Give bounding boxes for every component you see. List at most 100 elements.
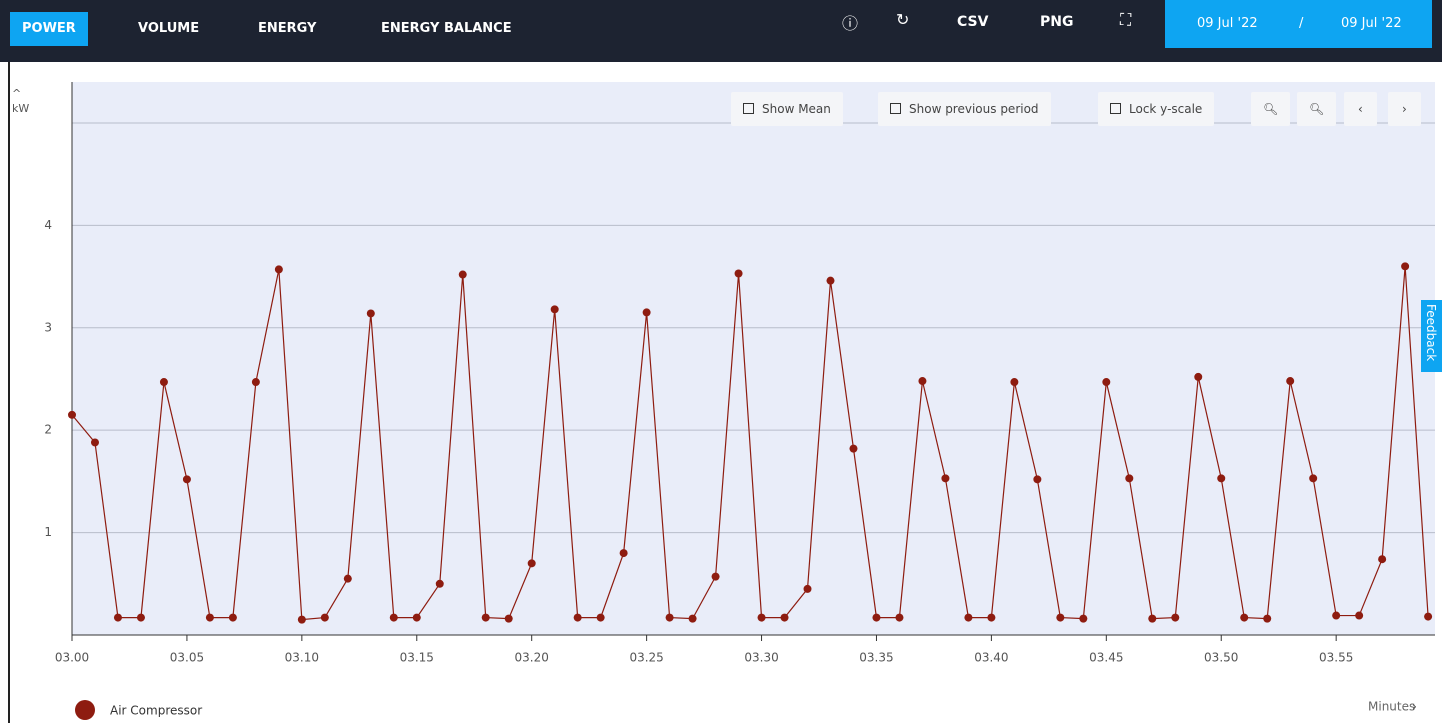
frame-border [8, 62, 10, 723]
data-point [1102, 378, 1111, 387]
date-start[interactable]: 09 Jul '22 [1197, 16, 1258, 31]
fullscreen-icon[interactable]: ⛶ [1120, 10, 1132, 29]
data-point [504, 614, 513, 623]
data-point [251, 378, 260, 387]
x-tick-label: 03.25 [629, 651, 663, 665]
toggle-label: Lock y-scale [1129, 102, 1203, 116]
data-point [734, 269, 743, 278]
png-button[interactable]: PNG [1040, 14, 1074, 30]
lock-scale-toggle[interactable]: Lock y-scale [1098, 92, 1215, 126]
data-point [780, 613, 789, 622]
feedback-label: Feedback [1424, 304, 1438, 362]
data-point [1033, 475, 1042, 484]
data-point [1424, 612, 1433, 621]
chart: 1 2 3 4 kW ^ 03.00 03.05 03.10 03.15 03.20 03.25 03.… [12, 82, 1435, 720]
data-point [849, 444, 858, 453]
data-point [1240, 613, 1249, 622]
data-point [1286, 377, 1295, 386]
y-tick-label: 4 [44, 218, 52, 232]
x-tick-label: 03.40 [974, 651, 1008, 665]
x-tick-label: 03.50 [1204, 651, 1238, 665]
x-unit: Minutes [1368, 700, 1415, 714]
x-tick-label: 03.30 [744, 651, 778, 665]
x-tick-label: 03.10 [285, 651, 319, 665]
x-tick-label: 03.20 [515, 651, 549, 665]
next-button[interactable]: › [1388, 92, 1421, 126]
data-point [228, 613, 237, 622]
data-point [458, 270, 467, 279]
data-point [205, 613, 214, 622]
data-point [1010, 378, 1019, 387]
y-tick-label: 3 [44, 320, 52, 334]
data-point [159, 378, 168, 387]
data-point [803, 584, 812, 593]
y-axis-label: kW [12, 102, 29, 115]
data-point [1217, 474, 1226, 483]
zoom-out[interactable]: 🔍︎ [1297, 92, 1337, 126]
data-point [596, 613, 605, 622]
data-point [136, 613, 145, 622]
data-point [1125, 474, 1134, 483]
data-point [68, 410, 76, 419]
data-point [711, 572, 720, 581]
data-point [550, 305, 559, 314]
info-icon[interactable]: ⓘ [842, 14, 859, 33]
data-point [826, 276, 835, 285]
data-point [1056, 613, 1065, 622]
toggle-label: Show Mean [762, 102, 831, 116]
x-tick-label: 03.45 [1089, 651, 1123, 665]
data-point [941, 474, 950, 483]
tab[interactable]: VOLUME [138, 21, 200, 36]
feedback-tab[interactable]: Feedback [1421, 300, 1442, 372]
x-tick-label: 03.35 [859, 651, 893, 665]
x-tick-label: 03.05 [170, 651, 204, 665]
data-point [987, 613, 996, 622]
data-point [1309, 474, 1318, 483]
date-end[interactable]: 09 Jul '22 [1341, 16, 1402, 31]
data-point [366, 309, 375, 318]
date-range[interactable]: 09 Jul '22 / 09 Jul '22 [1165, 0, 1432, 48]
plot-area [72, 82, 1435, 635]
x-unit-arrow: › [1412, 700, 1417, 714]
y-axis-caret: ^ [12, 87, 21, 100]
data-point [918, 377, 927, 386]
data-point [1194, 372, 1203, 381]
legend-label: Air Compressor [110, 704, 202, 718]
y-tick-label: 2 [44, 423, 52, 437]
data-point [642, 308, 651, 317]
data-point [1263, 614, 1272, 623]
prev-button[interactable]: ‹ [1344, 92, 1377, 126]
series-line [71, 266, 1429, 621]
data-point [1079, 614, 1088, 623]
x-tick-label: 03.55 [1319, 651, 1353, 665]
data-point [1355, 611, 1364, 620]
data-point [757, 613, 766, 622]
data-point [1401, 262, 1410, 271]
tab[interactable]: POWER [10, 12, 88, 46]
legend-swatch [75, 700, 95, 720]
y-tick-label: 1 [44, 525, 52, 539]
data-point [1332, 611, 1341, 620]
data-point [872, 613, 881, 622]
refresh-icon[interactable]: ↻ [896, 10, 910, 29]
csv-button[interactable]: CSV [957, 14, 989, 30]
data-point [412, 613, 421, 622]
data-point [895, 613, 904, 622]
data-point [320, 613, 329, 622]
data-point [665, 613, 674, 622]
data-point [688, 614, 697, 623]
data-point [619, 549, 628, 558]
data-point [964, 613, 973, 622]
toggle-label: Show previous period [909, 102, 1039, 116]
data-point [573, 613, 582, 622]
data-point [274, 265, 283, 274]
zoom-in[interactable]: 🔍︎ [1251, 92, 1291, 126]
tab[interactable]: ENERGY BALANCE [381, 21, 512, 36]
x-tick-label: 03.15 [400, 651, 434, 665]
show-previous-toggle[interactable]: Show previous period [878, 92, 1051, 126]
tab[interactable]: ENERGY [258, 21, 317, 36]
show-mean-toggle[interactable]: Show Mean [731, 92, 843, 126]
date-separator: / [1299, 16, 1304, 31]
x-tick-label: 03.00 [55, 651, 89, 665]
